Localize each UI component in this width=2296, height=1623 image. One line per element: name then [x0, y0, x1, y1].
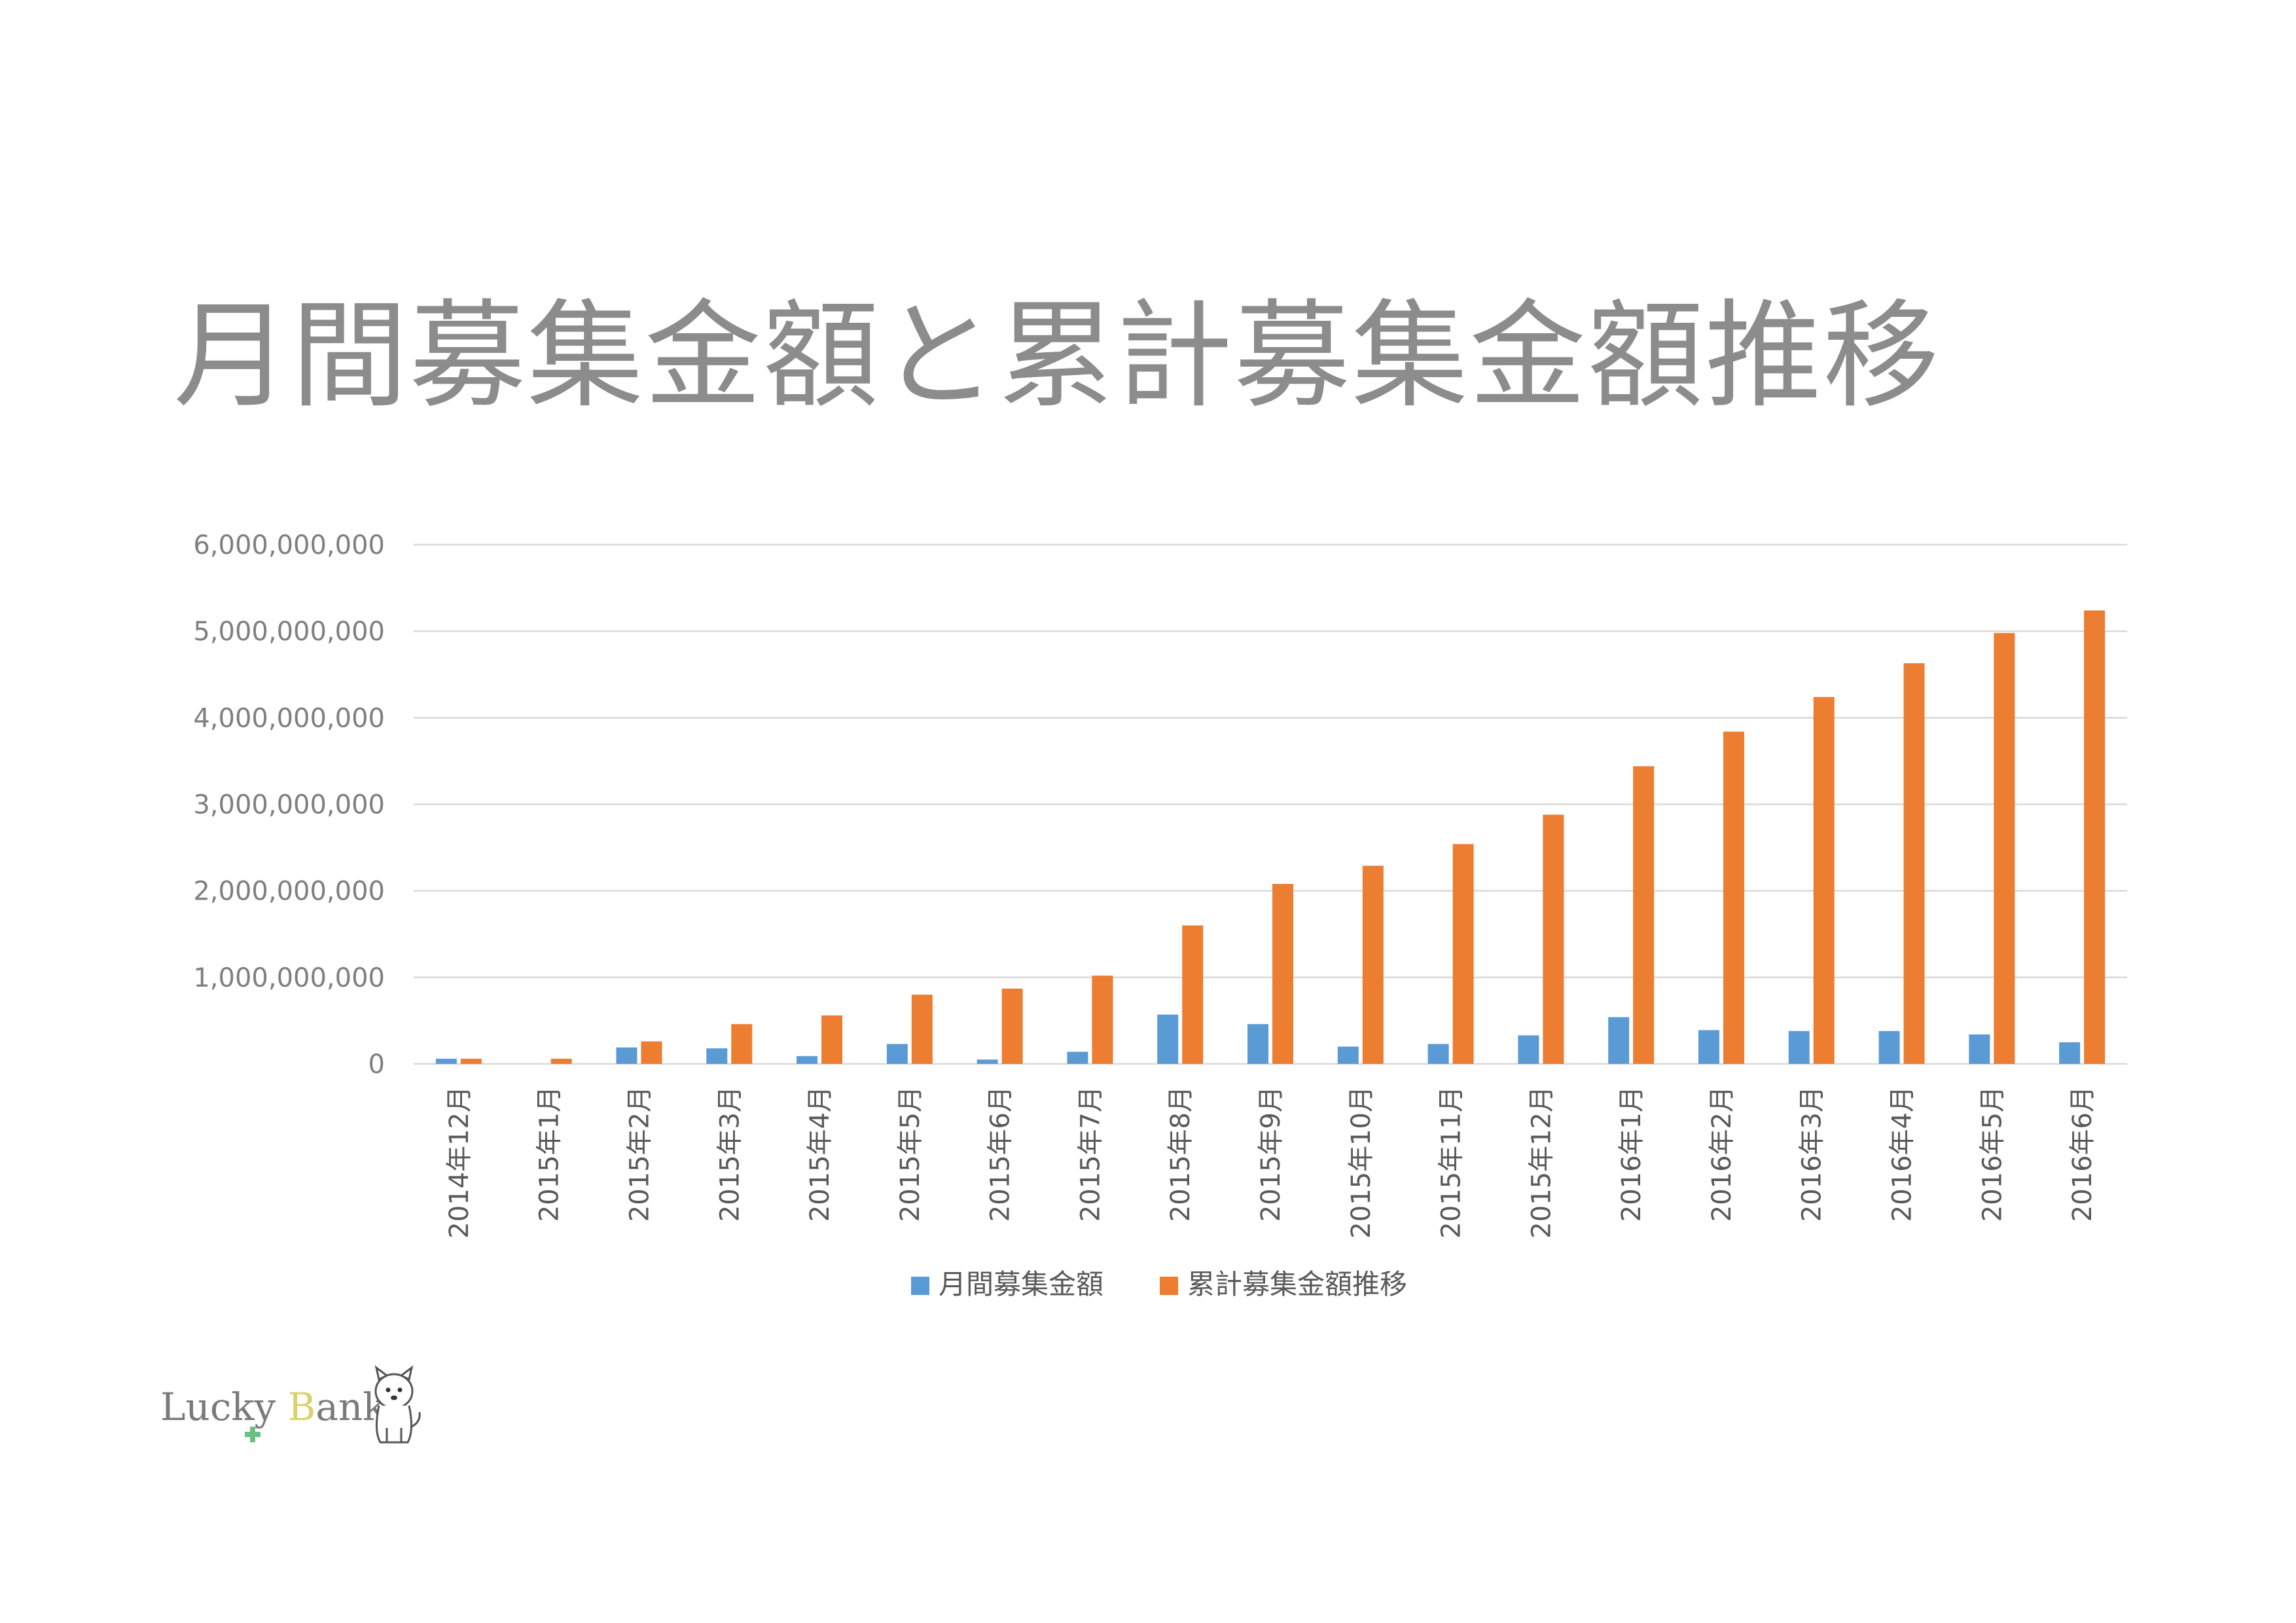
- legend-label: 月間募集金額: [939, 1268, 1103, 1300]
- bar-cumulative: [2084, 610, 2106, 1064]
- y-tick-label: 3,000,000,000: [193, 790, 385, 820]
- x-tick-label: 2015年10月: [1346, 1086, 1376, 1239]
- logo-text: Lucky Bank: [160, 1385, 386, 1429]
- x-tick-label: 2015年12月: [1526, 1086, 1556, 1239]
- x-tick-label: 2015年5月: [895, 1086, 925, 1222]
- bar-monthly: [1157, 1014, 1179, 1064]
- x-tick-label: 2016年5月: [1977, 1086, 2007, 1222]
- bar-cumulative: [460, 1059, 482, 1064]
- bar-monthly: [1518, 1035, 1539, 1064]
- x-axis-ticks: 2014年12月 2015年1月 2015年2月 2015年3月 2015年4月 2015…: [444, 1086, 2098, 1239]
- bar-cumulative: [1182, 925, 1204, 1064]
- x-tick-label: 2015年3月: [715, 1086, 745, 1222]
- x-tick-label: 2015年8月: [1166, 1086, 1196, 1222]
- legend-swatch: [1160, 1277, 1178, 1295]
- bar-cumulative: [550, 1059, 572, 1064]
- x-tick-label: 2015年7月: [1075, 1086, 1105, 1222]
- y-tick-label: 4,000,000,000: [193, 703, 385, 733]
- bar-monthly: [1788, 1030, 1810, 1064]
- bar-monthly: [2059, 1042, 2081, 1064]
- bar-monthly: [435, 1059, 457, 1064]
- bar-cumulative: [1543, 814, 1564, 1064]
- bar-monthly: [706, 1048, 728, 1064]
- bar-monthly: [1067, 1051, 1088, 1064]
- bar-monthly: [1337, 1046, 1359, 1064]
- x-tick-label: 2015年9月: [1256, 1086, 1286, 1222]
- bar-cumulative: [1272, 884, 1293, 1064]
- bar-monthly: [1427, 1044, 1449, 1064]
- bar-cumulative: [911, 994, 933, 1064]
- bar-monthly: [977, 1059, 998, 1064]
- bar-monthly: [886, 1044, 908, 1064]
- bar-cumulative: [1633, 766, 1655, 1064]
- lucky-bank-logo: Lucky Bank: [160, 1365, 422, 1450]
- bar-monthly: [1247, 1024, 1268, 1064]
- bar-cumulative: [1723, 731, 1744, 1064]
- bar-cumulative: [1452, 844, 1474, 1064]
- bar-cumulative: [821, 1015, 843, 1064]
- bar-cumulative: [641, 1041, 662, 1064]
- bar-cumulative: [1092, 976, 1113, 1064]
- bar-monthly: [1698, 1030, 1719, 1064]
- bar-cumulative: [1362, 866, 1384, 1064]
- y-tick-label: 6,000,000,000: [193, 530, 385, 560]
- x-tick-label: 2016年4月: [1888, 1086, 1918, 1222]
- x-tick-label: 2015年2月: [624, 1086, 655, 1222]
- x-tick-label: 2015年1月: [535, 1086, 565, 1222]
- y-tick-label: 2,000,000,000: [193, 877, 385, 907]
- y-axis-ticks: 0 1,000,000,000 2,000,000,000 3,000,000,000…: [193, 530, 385, 1080]
- page-title: 月間募集金額と累計募集金額推移: [173, 288, 1941, 424]
- x-tick-label: 2015年6月: [986, 1086, 1016, 1222]
- x-tick-label: 2015年4月: [805, 1086, 835, 1222]
- bar-monthly: [616, 1047, 637, 1064]
- logo-text-b: B: [287, 1385, 316, 1429]
- legend-swatch: [911, 1277, 929, 1295]
- x-tick-label: 2016年2月: [1707, 1086, 1737, 1222]
- logo-text-right: ank: [315, 1385, 386, 1429]
- x-tick-label: 2016年3月: [1797, 1086, 1827, 1222]
- x-tick-label: 2014年12月: [444, 1086, 475, 1239]
- bar-cumulative: [1813, 697, 1835, 1064]
- x-tick-label: 2016年6月: [2068, 1086, 2098, 1222]
- legend-label: 累計募集金額推移: [1187, 1268, 1407, 1300]
- logo-text-left: Lucky: [160, 1385, 288, 1429]
- bar-monthly: [797, 1056, 818, 1064]
- dog-mascot-icon: [374, 1365, 421, 1444]
- clover-cross-icon: [245, 1427, 260, 1442]
- gridlines: [414, 543, 2127, 1065]
- bar-monthly: [1878, 1030, 1900, 1064]
- x-tick-label: 2016年1月: [1617, 1086, 1647, 1222]
- legend: 月間募集金額 累計募集金額推移: [911, 1268, 1407, 1300]
- bar-cumulative: [731, 1024, 753, 1064]
- bars: [435, 610, 2106, 1064]
- bar-cumulative: [1903, 663, 1925, 1064]
- bar-monthly: [1969, 1034, 1990, 1064]
- bar-cumulative: [1001, 989, 1023, 1064]
- y-tick-label: 5,000,000,000: [193, 617, 385, 647]
- y-tick-label: 1,000,000,000: [193, 963, 385, 993]
- bar-cumulative: [1994, 632, 2015, 1064]
- bar-monthly: [1608, 1017, 1630, 1064]
- x-tick-label: 2015年11月: [1437, 1086, 1467, 1239]
- y-tick-label: 0: [368, 1049, 385, 1080]
